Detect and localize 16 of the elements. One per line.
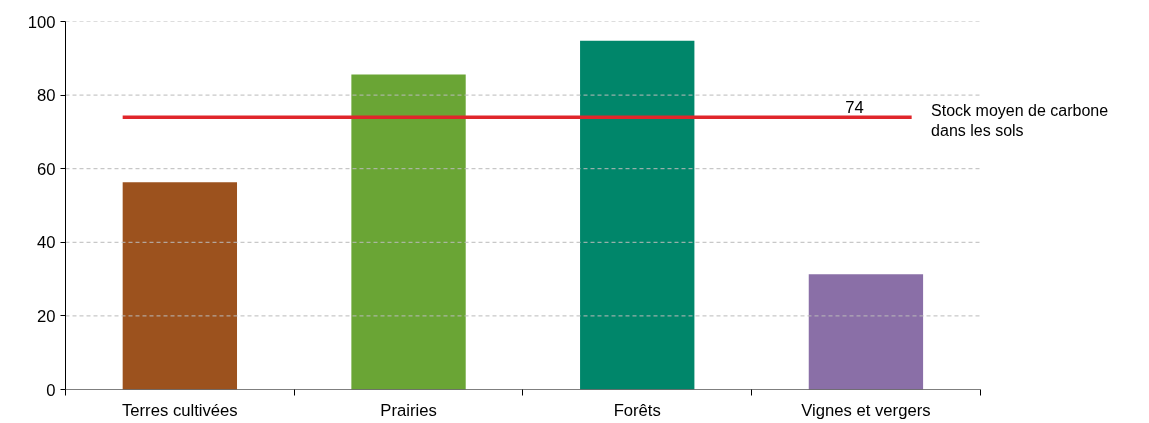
- x-tick-label: Prairies: [380, 400, 437, 420]
- x-tick-label: Forêts: [613, 400, 661, 420]
- y-tick-label: 0: [46, 380, 56, 400]
- y-tick-label: 60: [36, 159, 56, 179]
- annotation: Stock moyen de carbone dans les sols: [931, 101, 1109, 140]
- y-tick-label: 40: [36, 233, 56, 253]
- bar: [122, 182, 238, 390]
- bar: [351, 74, 466, 390]
- bar: [580, 40, 695, 390]
- y-tick-label: 80: [36, 86, 56, 106]
- bar: [808, 274, 924, 390]
- ref-line-label: 74: [845, 98, 864, 118]
- x-tick-label: Vignes et vergers: [801, 400, 931, 420]
- x-tick-label: Terres cultivées: [121, 400, 238, 420]
- y-tick-label: 20: [36, 306, 56, 326]
- y-tick-label: 100: [27, 12, 56, 32]
